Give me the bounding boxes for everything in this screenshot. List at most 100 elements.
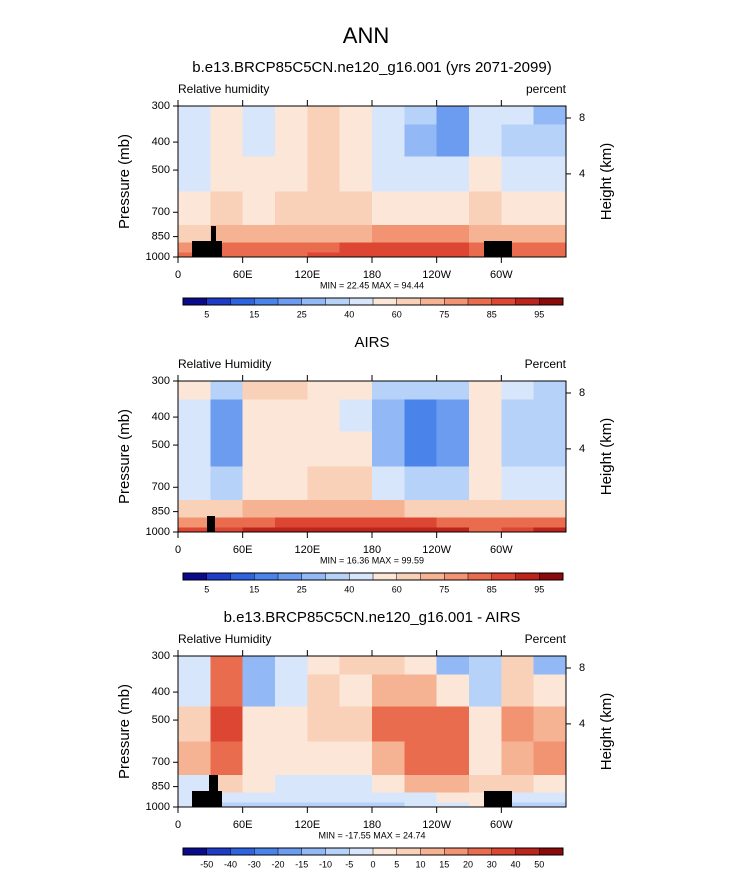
contour-cell bbox=[307, 774, 341, 793]
terrain-block bbox=[192, 241, 222, 257]
x-tick-label: 180 bbox=[363, 269, 381, 281]
contour-cell bbox=[242, 399, 276, 432]
contour-cell bbox=[501, 106, 535, 125]
colorbar-label: 85 bbox=[487, 309, 497, 319]
contour-cell bbox=[178, 706, 211, 742]
y-tick-label: 500 bbox=[152, 714, 170, 726]
contour-cell bbox=[501, 674, 535, 707]
contour-cell bbox=[242, 706, 276, 742]
y-tick-label: 1000 bbox=[146, 251, 170, 263]
contour-cell bbox=[533, 381, 567, 400]
y-axis-label: Pressure (mb) bbox=[116, 134, 133, 229]
contour-cell bbox=[339, 516, 373, 528]
contour-cell bbox=[533, 106, 567, 125]
colorbar-box bbox=[254, 848, 278, 855]
contour-cell bbox=[404, 774, 438, 793]
panel: b.e13.BRCP85C5CN.ne120_g16.001 - AIRS Rel… bbox=[116, 609, 615, 869]
colorbar-box bbox=[515, 298, 540, 305]
left-label: Relative Humidity bbox=[178, 632, 271, 646]
colorbar-box bbox=[491, 298, 516, 305]
colorbar-box bbox=[206, 573, 231, 580]
colorbar-label: 5 bbox=[204, 584, 209, 594]
x-tick-label: 60E bbox=[233, 819, 253, 831]
contour-cell bbox=[372, 499, 405, 518]
colorbar-box bbox=[396, 573, 421, 580]
colorbar-label: 25 bbox=[297, 584, 307, 594]
colorbar-label: 40 bbox=[510, 859, 520, 869]
stats-label: MIN = -17.55 MAX = 24.74 bbox=[318, 830, 425, 840]
y2-tick-label: 8 bbox=[579, 387, 585, 399]
contour-cell bbox=[242, 802, 276, 808]
colorbar-box bbox=[301, 298, 326, 305]
colorbar-box bbox=[539, 848, 563, 855]
contour-cell bbox=[307, 499, 341, 518]
contour-cell bbox=[501, 791, 535, 803]
contour-cell bbox=[307, 399, 341, 432]
colorbar-label: 60 bbox=[392, 309, 402, 319]
contour-cell bbox=[372, 527, 405, 533]
colorbar-box bbox=[183, 573, 207, 580]
contour-cell bbox=[469, 499, 502, 518]
colorbar-label: 75 bbox=[439, 584, 449, 594]
contour-cell bbox=[339, 399, 373, 432]
y-tick-label: 1000 bbox=[146, 526, 170, 538]
contour-cell bbox=[469, 431, 502, 467]
contour-cell bbox=[404, 466, 438, 500]
contour-cell bbox=[275, 706, 308, 742]
panel: b.e13.BRCP85C5CN.ne120_g16.001 (yrs 2071… bbox=[116, 59, 615, 319]
contour-cell bbox=[404, 106, 438, 125]
contour-cell bbox=[501, 399, 535, 432]
contour-cell bbox=[339, 774, 373, 793]
contour-cell bbox=[436, 499, 470, 518]
contour-cell bbox=[178, 191, 211, 225]
y-tick-label: 400 bbox=[152, 686, 170, 698]
colorbar-box bbox=[373, 298, 397, 305]
y2-axis-label: Height (km) bbox=[598, 143, 615, 221]
contour-cell bbox=[339, 466, 373, 500]
colorbar-box bbox=[468, 848, 492, 855]
contour-cell bbox=[210, 431, 244, 467]
contour-cell bbox=[533, 791, 567, 803]
contour-cell bbox=[501, 656, 535, 675]
colorbar-box bbox=[396, 848, 421, 855]
contour-cell bbox=[210, 124, 244, 157]
contour-cell bbox=[404, 706, 438, 742]
colorbar-box bbox=[515, 848, 540, 855]
contour-cell bbox=[436, 706, 470, 742]
x-tick-label: 60W bbox=[490, 269, 513, 281]
contour-cell bbox=[210, 774, 244, 793]
y2-tick-label: 4 bbox=[579, 168, 585, 180]
contour-cell bbox=[210, 252, 244, 258]
stats-label: MIN = 16.36 MAX = 99.59 bbox=[320, 555, 424, 565]
colorbar-label: 15 bbox=[249, 309, 259, 319]
contour-cell bbox=[307, 156, 341, 192]
colorbar-label: 15 bbox=[439, 859, 449, 869]
contour-cell bbox=[469, 224, 502, 243]
colorbar-label: 5 bbox=[204, 309, 209, 319]
contour-cell bbox=[307, 381, 341, 400]
x-tick-label: 60E bbox=[233, 544, 253, 556]
contour-cell bbox=[372, 191, 405, 225]
x-tick-label: 0 bbox=[175, 819, 181, 831]
contour-cell bbox=[404, 399, 438, 432]
colorbar-box bbox=[444, 573, 468, 580]
contour-cell bbox=[242, 106, 276, 125]
x-tick-label: 120E bbox=[294, 544, 320, 556]
colorbar-box bbox=[444, 298, 468, 305]
contour-cell bbox=[501, 381, 535, 400]
contour-cell bbox=[436, 106, 470, 125]
contour-cell bbox=[242, 499, 276, 518]
contour-cell bbox=[178, 527, 211, 533]
contour-cell bbox=[210, 156, 244, 192]
contour-cell bbox=[372, 381, 405, 400]
contour-cell bbox=[210, 224, 244, 243]
contour-cell bbox=[372, 224, 405, 243]
contour-cell bbox=[533, 252, 567, 258]
contour-cell bbox=[275, 499, 308, 518]
colorbar-label: -15 bbox=[295, 859, 308, 869]
contour-cell bbox=[404, 431, 438, 467]
contour-cell bbox=[533, 774, 567, 793]
contour-cell bbox=[533, 527, 567, 533]
contour-cell bbox=[469, 674, 502, 707]
